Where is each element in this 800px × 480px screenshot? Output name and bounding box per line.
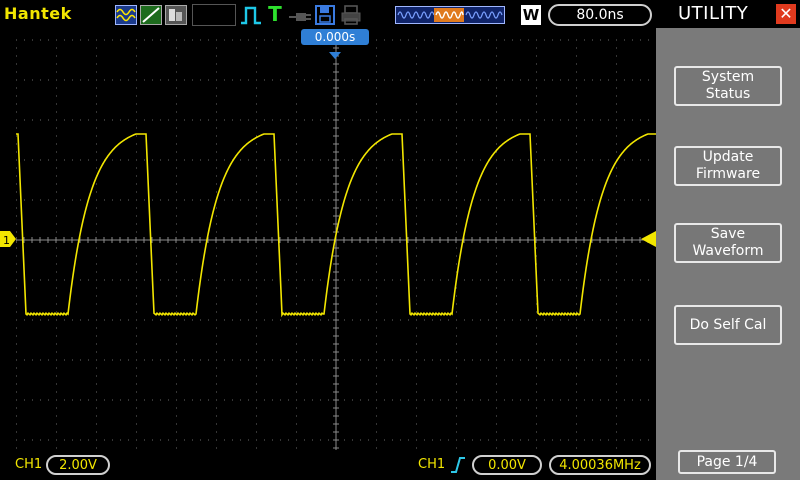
probe-icon[interactable]	[288, 7, 312, 23]
fill-icon[interactable]	[165, 5, 187, 25]
close-icon[interactable]: ✕	[776, 4, 796, 24]
ch1-ground-marker[interactable]: 1	[0, 231, 16, 247]
graticule	[15, 30, 657, 450]
trigger-t-icon[interactable]: T	[268, 2, 282, 26]
self-cal-button[interactable]: Do Self Cal	[674, 305, 782, 345]
status-bar: Hantek T W 80.0ns	[0, 0, 656, 30]
ch1-volts-readout[interactable]: 2.00V	[46, 455, 110, 475]
frequency-readout: 4.00036MHz	[549, 455, 651, 475]
memory-depth-icon	[395, 6, 505, 24]
system-status-button[interactable]: System Status	[674, 66, 782, 106]
svg-text:1: 1	[3, 234, 10, 247]
save-waveform-button[interactable]: Save Waveform	[674, 223, 782, 263]
pulse-icon[interactable]	[240, 5, 262, 25]
brand-logo: Hantek	[4, 4, 72, 23]
window-mode-badge: W	[521, 5, 541, 25]
print-icon[interactable]	[340, 4, 362, 26]
wave-icon[interactable]	[115, 5, 137, 25]
channel-status-bar: CH1 2.00V CH1 0.00V 4.00036MHz	[0, 452, 656, 480]
utility-menu: UTILITY ✕ System Status Update Firmware …	[656, 0, 800, 480]
ch1-label: CH1	[15, 457, 43, 472]
trigger-position-marker[interactable]: 0.000s	[301, 29, 369, 45]
trigger-position-arrow	[329, 45, 341, 59]
trigger-source-label: CH1	[418, 457, 446, 472]
separator	[192, 4, 236, 26]
trigger-level-marker[interactable]	[641, 231, 656, 247]
rising-edge-icon	[450, 456, 466, 474]
waveform-display[interactable]	[15, 30, 657, 450]
update-firmware-button[interactable]: Update Firmware	[674, 146, 782, 186]
save-icon[interactable]	[315, 4, 335, 26]
slope-icon[interactable]	[140, 5, 162, 25]
ch1-trace	[16, 133, 656, 318]
timebase-readout[interactable]: 80.0ns	[548, 4, 652, 26]
page-button[interactable]: Page 1/4	[678, 450, 776, 474]
trigger-level-readout[interactable]: 0.00V	[472, 455, 542, 475]
